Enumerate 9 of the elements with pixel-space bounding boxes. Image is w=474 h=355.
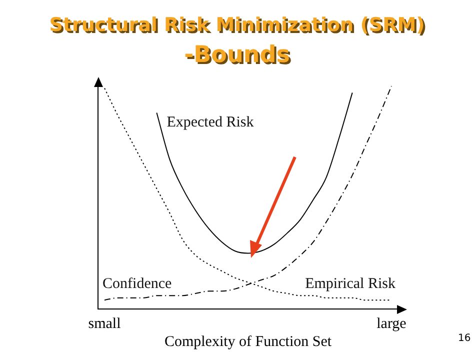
x-tick-label: large xyxy=(376,316,407,332)
series-label: Expected Risk xyxy=(166,114,254,131)
chart-title: Structural Risk Minimization (SRM) xyxy=(48,14,426,36)
chart-subtitle: -Bounds xyxy=(183,42,291,68)
series-label: Confidence xyxy=(102,276,172,292)
text: 16 xyxy=(458,333,471,344)
x-tick-label: small xyxy=(88,316,121,332)
series-label: Empirical Risk xyxy=(305,276,396,292)
x-axis-title: Complexity of Function Set xyxy=(164,334,332,350)
